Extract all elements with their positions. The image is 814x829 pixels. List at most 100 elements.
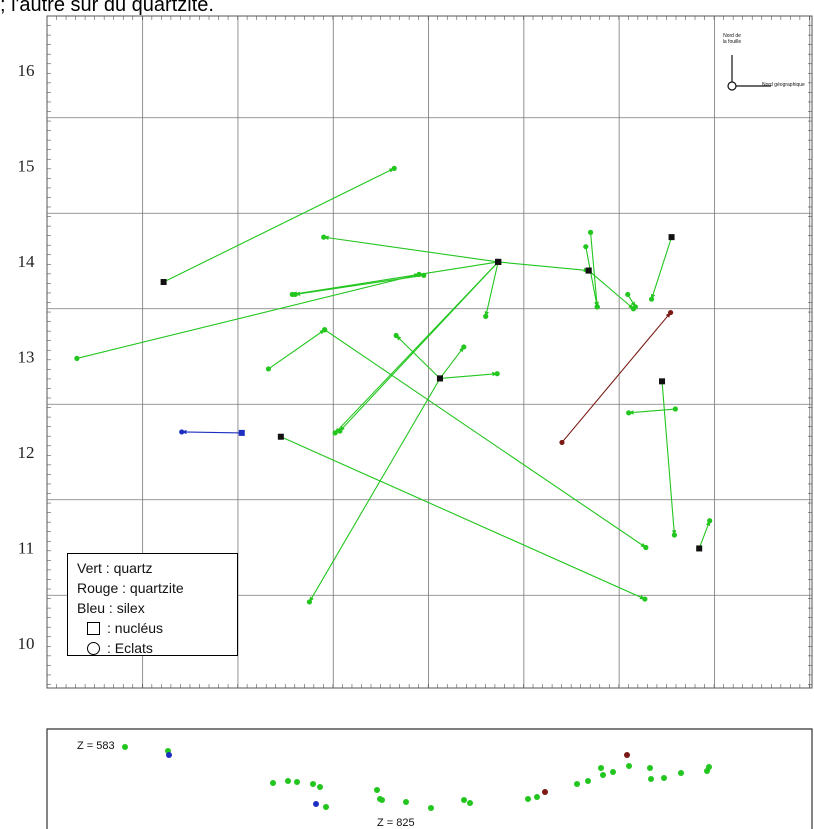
start-eclat-marker bbox=[583, 244, 589, 250]
y-tick-label: 12 bbox=[18, 443, 35, 462]
profile-point-quartzite bbox=[542, 789, 548, 795]
legend-eclats-row: : Eclats bbox=[77, 638, 237, 658]
profile-point-quartz bbox=[534, 794, 540, 800]
refit-segment-quartz bbox=[395, 335, 441, 379]
profile-point-quartz bbox=[285, 778, 291, 784]
end-eclat-marker bbox=[306, 599, 313, 605]
x-tick-label: F bbox=[376, 699, 385, 700]
start-eclat-marker bbox=[421, 272, 427, 278]
end-eclat-marker bbox=[179, 429, 185, 435]
profile-point-quartz bbox=[647, 765, 653, 771]
refit-segment-quartz bbox=[628, 408, 676, 415]
legend-silex: Bleu : silex bbox=[77, 600, 145, 616]
profile-bottom-label: Z = 825 bbox=[377, 817, 415, 829]
x-tick-label: D bbox=[184, 699, 196, 700]
profile-point-quartz bbox=[678, 770, 684, 776]
end-eclat-marker bbox=[494, 371, 500, 377]
end-eclat-marker bbox=[648, 296, 655, 302]
start-nucleus-marker bbox=[696, 545, 703, 552]
legend-eclats: : Eclats bbox=[107, 640, 153, 656]
end-eclat-marker bbox=[594, 304, 600, 310]
end-eclat-marker bbox=[332, 430, 338, 436]
profile-point-quartz bbox=[574, 781, 580, 787]
profile-point-quartz bbox=[598, 765, 604, 771]
end-eclat-marker bbox=[416, 271, 422, 277]
profile-point-quartz bbox=[270, 780, 276, 786]
caption-text: ; l'autre sur du quartzite. bbox=[0, 0, 214, 16]
legend-quartzite: Rouge : quartzite bbox=[77, 580, 184, 596]
profile-point-silex bbox=[166, 752, 172, 758]
start-eclat-marker bbox=[74, 355, 80, 362]
legend: Vert : quartz Rouge : quartzite Bleu : s… bbox=[67, 553, 238, 656]
x-tick-label: J bbox=[759, 699, 766, 700]
refit-segment-quartz bbox=[650, 236, 673, 300]
x-tick-label: G bbox=[470, 699, 482, 700]
start-nucleus-marker bbox=[495, 258, 502, 265]
profile-point-quartz bbox=[610, 769, 616, 775]
profile-point-quartz bbox=[294, 779, 300, 785]
profile-point-quartz bbox=[648, 776, 654, 782]
profile-point-quartz bbox=[467, 800, 473, 806]
refit-segment-quartz bbox=[280, 436, 646, 600]
start-eclat-marker bbox=[672, 406, 678, 412]
refit-segment-quartz bbox=[324, 329, 647, 548]
start-nucleus-marker bbox=[160, 279, 167, 286]
start-nucleus-marker bbox=[668, 234, 675, 241]
profile-point-quartz bbox=[374, 787, 380, 793]
profile-point-quartz bbox=[310, 781, 316, 787]
profile-point-quartz bbox=[122, 744, 128, 750]
start-eclat-marker bbox=[587, 229, 594, 235]
end-eclat-marker bbox=[391, 165, 397, 171]
profile-point-quartz bbox=[379, 797, 385, 803]
end-eclat-marker bbox=[626, 410, 632, 416]
refit-segment-quartz bbox=[484, 261, 499, 317]
north-arrow-origin bbox=[727, 81, 737, 91]
start-nucleus-marker bbox=[277, 433, 284, 440]
profile-point-quartz bbox=[317, 784, 323, 790]
x-tick-label: H bbox=[565, 699, 577, 700]
profile-point-quartz bbox=[461, 797, 467, 803]
refit-segment-quartz bbox=[268, 329, 326, 370]
profile-point-quartzite bbox=[624, 752, 630, 758]
x-tick-label: E bbox=[280, 699, 290, 700]
y-tick-label: 13 bbox=[18, 348, 35, 367]
end-eclat-marker bbox=[643, 544, 649, 551]
end-eclat-marker bbox=[632, 304, 638, 310]
north-fouille-label: Nord de la fouille bbox=[722, 33, 742, 45]
refit-segment-quartz bbox=[585, 246, 599, 308]
start-nucleus-marker bbox=[659, 378, 666, 385]
refit-segment-quartz bbox=[498, 261, 590, 273]
end-eclat-marker bbox=[321, 234, 327, 240]
refit-segment-quartz bbox=[339, 261, 499, 432]
end-eclat-marker bbox=[292, 291, 298, 298]
profile-point-quartz bbox=[661, 775, 667, 781]
y-tick-label: 11 bbox=[18, 539, 34, 558]
refit-segment-quartz bbox=[698, 520, 711, 549]
refit-segment-quartzite bbox=[561, 312, 672, 443]
start-eclat-marker bbox=[559, 439, 565, 446]
y-tick-label: 15 bbox=[18, 157, 35, 176]
refit-segment-quartz bbox=[661, 381, 677, 536]
end-eclat-marker bbox=[337, 428, 343, 434]
profile-point-quartz bbox=[525, 796, 531, 802]
profile-point-quartz bbox=[600, 772, 606, 778]
legend-quartz: Vert : quartz bbox=[77, 560, 153, 576]
start-nucleus-marker bbox=[436, 375, 443, 382]
profile-point-quartz bbox=[428, 805, 434, 811]
y-tick-label: 10 bbox=[18, 634, 35, 653]
profile-top-label: Z = 583 bbox=[77, 740, 115, 752]
refit-segment-quartz bbox=[291, 261, 499, 296]
profile-point-quartz bbox=[626, 763, 632, 769]
end-eclat-marker bbox=[707, 518, 713, 524]
end-eclat-marker bbox=[483, 313, 489, 319]
refit-segment-quartz bbox=[76, 273, 420, 359]
start-eclat-marker bbox=[625, 291, 631, 298]
end-eclat-marker bbox=[393, 332, 399, 339]
end-eclat-marker bbox=[461, 344, 467, 350]
legend-nucleus-row: : nucléus bbox=[77, 618, 237, 638]
refit-segment-quartz bbox=[439, 371, 498, 380]
start-nucleus-marker bbox=[238, 429, 245, 436]
end-eclat-marker bbox=[668, 309, 674, 316]
refit-segment-quartz bbox=[323, 235, 499, 263]
